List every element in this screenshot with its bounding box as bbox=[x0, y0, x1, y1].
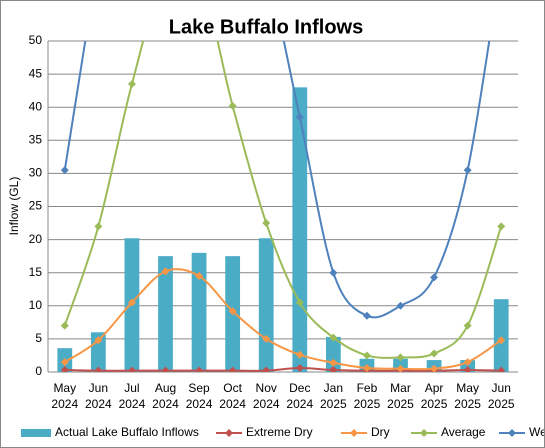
line-marker bbox=[262, 334, 271, 343]
x-tick-label: Nov 2024 bbox=[252, 381, 280, 411]
y-tick-label: 30 bbox=[29, 166, 43, 180]
line-marker bbox=[329, 366, 338, 372]
line-marker bbox=[262, 219, 271, 228]
line-marker bbox=[329, 333, 338, 342]
line-marker bbox=[463, 321, 472, 330]
line-marker bbox=[430, 349, 439, 358]
line-marker bbox=[463, 358, 472, 367]
line-marker bbox=[362, 311, 371, 320]
legend-label: Average bbox=[441, 425, 486, 439]
bar bbox=[292, 87, 308, 372]
line-marker bbox=[228, 366, 237, 372]
line-marker bbox=[161, 366, 170, 372]
y-tick-label: 10 bbox=[29, 298, 43, 312]
bar bbox=[191, 252, 207, 372]
line-marker bbox=[228, 101, 237, 110]
line-marker bbox=[362, 351, 371, 360]
line-marker bbox=[295, 113, 304, 122]
x-tick-label: May 2025 bbox=[454, 381, 481, 411]
x-tick-label: Aug 2024 bbox=[152, 381, 179, 411]
y-tick-label: 50 bbox=[29, 33, 43, 47]
bar bbox=[158, 256, 173, 372]
line-marker bbox=[396, 301, 405, 310]
x-tick-label: May 2024 bbox=[51, 381, 79, 411]
x-tick-label: Jun 2025 bbox=[487, 381, 515, 411]
line-marker bbox=[195, 272, 204, 281]
y-tick-label: 5 bbox=[35, 331, 42, 345]
line-marker bbox=[362, 364, 371, 372]
y-tick-label: 45 bbox=[29, 66, 43, 80]
legend-swatch bbox=[508, 429, 516, 437]
line-marker bbox=[262, 366, 271, 372]
line-marker bbox=[396, 353, 405, 362]
y-tick-label: 15 bbox=[29, 265, 43, 279]
line-marker bbox=[94, 222, 103, 231]
chart-title: Lake Buffalo Inflows bbox=[169, 16, 363, 38]
y-tick-label: 0 bbox=[35, 364, 42, 378]
y-tick-label: 25 bbox=[29, 199, 43, 213]
x-tick-label: Sep 2024 bbox=[185, 381, 213, 411]
x-tick-label: Apr 2025 bbox=[420, 381, 448, 411]
line-marker bbox=[60, 358, 69, 367]
line-series bbox=[63, 41, 491, 319]
x-tick-label: Jun 2024 bbox=[84, 381, 112, 411]
x-tick-label: Mar 2025 bbox=[387, 381, 414, 411]
legend-swatch bbox=[350, 429, 358, 437]
line-marker bbox=[127, 298, 136, 307]
y-axis-label: Inflow (GL) bbox=[7, 177, 21, 236]
legend-label: Dry bbox=[371, 425, 390, 439]
x-tick-label: Jan 2025 bbox=[319, 381, 347, 411]
line-marker bbox=[497, 222, 506, 231]
line-marker bbox=[497, 366, 506, 372]
legend-label: Extreme Dry bbox=[246, 425, 313, 439]
legend-label: Wet bbox=[529, 425, 544, 439]
line-marker bbox=[228, 307, 237, 316]
legend-swatch bbox=[225, 429, 233, 437]
line-marker bbox=[295, 364, 304, 372]
line-marker bbox=[94, 336, 103, 345]
line-marker bbox=[127, 80, 136, 89]
line-marker bbox=[430, 364, 439, 372]
line-marker bbox=[463, 166, 472, 175]
line-marker bbox=[295, 350, 304, 359]
line-marker bbox=[295, 298, 304, 307]
line-marker bbox=[60, 321, 69, 330]
line-marker bbox=[329, 268, 338, 277]
line-marker bbox=[60, 366, 69, 372]
line-marker bbox=[396, 364, 405, 372]
legend-label: Actual Lake Buffalo Inflows bbox=[55, 425, 199, 439]
line-marker bbox=[329, 358, 338, 367]
bar bbox=[258, 238, 274, 372]
line-marker bbox=[94, 366, 103, 372]
bar bbox=[493, 299, 509, 372]
legend-swatch bbox=[420, 429, 428, 437]
y-tick-label: 35 bbox=[29, 132, 43, 146]
x-tick-label: Oct 2024 bbox=[219, 381, 246, 411]
legend-swatch bbox=[21, 429, 51, 437]
line-marker bbox=[195, 366, 204, 372]
line-series bbox=[63, 41, 503, 359]
y-tick-label: 20 bbox=[29, 232, 43, 246]
plot-area bbox=[57, 41, 509, 372]
x-tick-label: Dec 2024 bbox=[286, 381, 314, 411]
line-marker bbox=[430, 273, 439, 282]
line-marker bbox=[127, 366, 136, 372]
x-tick-label: Feb 2025 bbox=[353, 381, 381, 411]
line-marker bbox=[497, 336, 506, 345]
line-marker bbox=[463, 366, 472, 372]
line-marker bbox=[161, 267, 170, 276]
x-tick-label: Jul 2024 bbox=[118, 381, 146, 411]
line-marker bbox=[60, 166, 69, 175]
y-tick-label: 40 bbox=[29, 99, 43, 113]
